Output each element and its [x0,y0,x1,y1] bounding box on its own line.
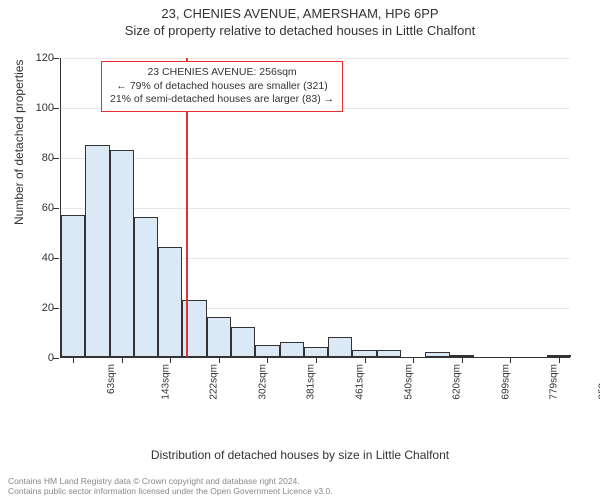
histogram-bar [280,342,304,357]
y-axis-title: Number of detached properties [12,60,26,225]
histogram-bar [134,217,158,357]
x-tick-label: 461sqm [355,364,366,400]
x-tick-label: 699sqm [500,364,511,400]
x-tick [170,357,171,363]
histogram-bar [377,350,401,358]
title-address: 23, CHENIES AVENUE, AMERSHAM, HP6 6PP [0,6,600,21]
annotation-line1: 23 CHENIES AVENUE: 256sqm [110,66,334,80]
histogram-bar [425,352,449,357]
x-tick [413,357,414,363]
x-tick-label: 779sqm [549,364,560,400]
y-tick-label: 20 [42,302,54,314]
annotation-line3: 21% of semi-detached houses are larger (… [110,93,334,107]
histogram-bar [207,317,231,357]
chart-area: 23 CHENIES AVENUE: 256sqm← 79% of detach… [60,48,570,398]
y-tick-label: 80 [42,152,54,164]
y-tick-label: 0 [48,352,54,364]
x-tick-label: 302sqm [257,364,268,400]
plot-region: 23 CHENIES AVENUE: 256sqm← 79% of detach… [60,58,570,358]
y-tick-label: 100 [36,102,54,114]
histogram-bar [158,247,182,357]
histogram-bar [231,327,255,357]
footer-line1: Contains HM Land Registry data © Crown c… [8,476,333,486]
x-axis-title: Distribution of detached houses by size … [0,448,600,462]
x-tick [510,357,511,363]
annotation-box: 23 CHENIES AVENUE: 256sqm← 79% of detach… [101,61,343,112]
x-tick-label: 222sqm [209,364,220,400]
histogram-bar [304,347,328,357]
gridline [61,58,570,59]
x-tick-label: 620sqm [452,364,463,400]
histogram-bar [352,350,376,358]
x-tick [316,357,317,363]
x-tick [559,357,560,363]
x-tick [365,357,366,363]
chart-title-block: 23, CHENIES AVENUE, AMERSHAM, HP6 6PP Si… [0,0,600,38]
x-tick-label: 143sqm [160,364,171,400]
y-tick-label: 60 [42,202,54,214]
x-tick-label: 540sqm [403,364,414,400]
y-tick-label: 120 [36,52,54,64]
x-tick-label: 63sqm [106,364,117,394]
x-tick [73,357,74,363]
y-tick-label: 40 [42,252,54,264]
histogram-bar [328,337,352,357]
footer-line2: Contains public sector information licen… [8,486,333,496]
annotation-line2: ← 79% of detached houses are smaller (32… [110,80,334,94]
histogram-bar [61,215,85,358]
histogram-bar [255,345,279,358]
gridline [61,208,570,209]
x-tick [462,357,463,363]
histogram-bar [85,145,109,358]
x-tick [219,357,220,363]
x-tick-label: 381sqm [306,364,317,400]
histogram-bar [110,150,134,358]
title-subtitle: Size of property relative to detached ho… [0,23,600,38]
x-tick [122,357,123,363]
x-tick [267,357,268,363]
attribution-footer: Contains HM Land Registry data © Crown c… [8,476,333,496]
gridline [61,158,570,159]
